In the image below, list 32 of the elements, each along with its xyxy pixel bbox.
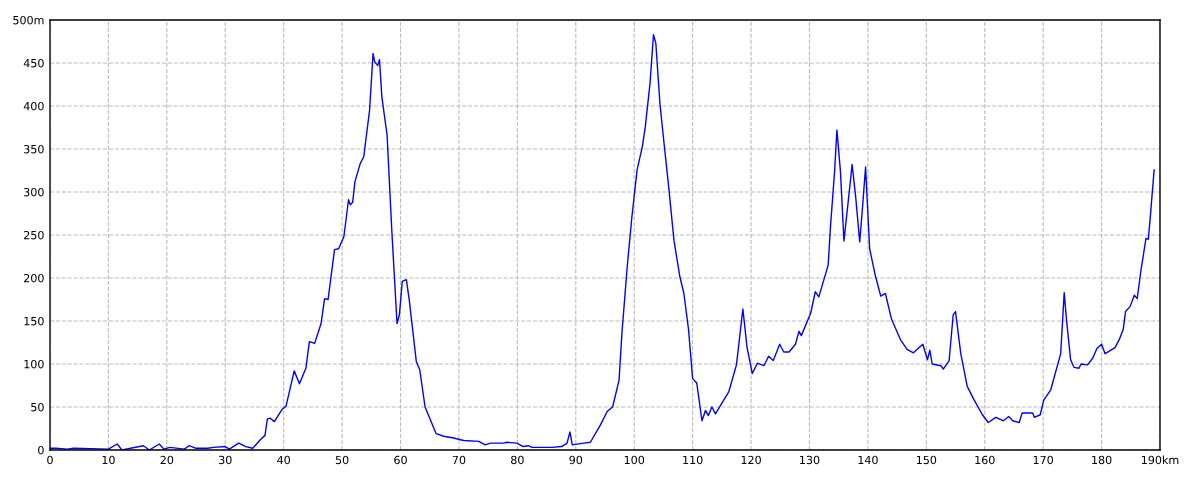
x-tick-label: 60 (394, 455, 407, 465)
y-tick-label: 400 (23, 101, 44, 111)
y-tick-label: 100 (24, 359, 44, 369)
x-tick-label: 110 (683, 455, 703, 465)
x-tick-label: 70 (452, 455, 466, 465)
x-tick-label: 20 (160, 455, 174, 465)
x-tick-label: 150 (916, 455, 937, 465)
x-tick-label: 180 (1092, 455, 1112, 465)
x-tick-label: 10 (102, 455, 115, 465)
y-tick-label: 200 (24, 273, 44, 283)
line-series (50, 33, 1155, 450)
x-tick-label: 80 (511, 455, 524, 465)
x-tick-label: 40 (277, 455, 291, 465)
y-tick-label: 150 (24, 316, 44, 326)
x-tick-label: 50 (335, 455, 349, 465)
x-tick-label: 140 (858, 455, 878, 465)
x-tick-label: 120 (741, 455, 761, 465)
x-tick-label: 190km (1141, 455, 1179, 465)
y-tick-label: 50 (31, 402, 44, 412)
x-tick-label: 100 (624, 455, 645, 465)
y-tick-label: 250 (24, 230, 44, 240)
x-tick-label: 170 (1033, 455, 1054, 465)
y-tick-label: 500m (13, 15, 44, 25)
y-tick-label: 450 (23, 58, 44, 68)
x-tick-label: 0 (47, 455, 53, 465)
y-tick-label: 0 (38, 445, 44, 455)
x-tick-label: 90 (569, 455, 583, 465)
y-tick-label: 350 (24, 144, 44, 154)
x-tick-label: 160 (975, 455, 995, 465)
x-tick-label: 130 (800, 455, 820, 465)
y-tick-label: 300 (24, 187, 44, 197)
x-tick-label: 30 (219, 455, 232, 465)
